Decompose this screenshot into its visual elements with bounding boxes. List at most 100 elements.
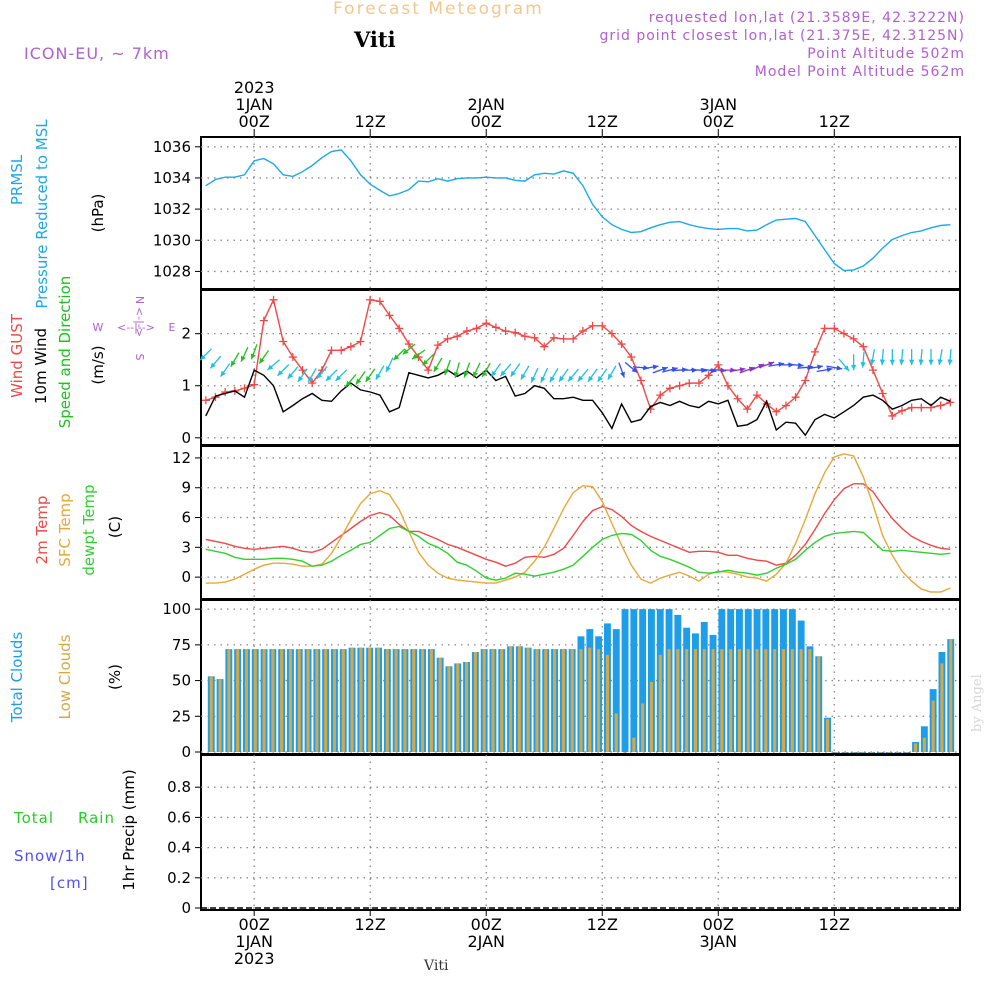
rain-label-total: Total xyxy=(13,809,54,827)
total-cloud-bar xyxy=(612,629,620,752)
top-time-label: 00Z xyxy=(239,112,270,131)
model-point-altitude: Model Point Altitude 562m xyxy=(754,64,965,80)
wind-arrowhead xyxy=(870,359,876,365)
wind-arrowhead xyxy=(250,353,256,360)
top-time-label: 2JAN xyxy=(467,95,505,114)
credit-watermark: by Angel xyxy=(970,674,985,732)
y-tick-label: 75 xyxy=(172,636,191,654)
low-cloud-bar xyxy=(465,662,469,752)
low-cloud-bar xyxy=(315,649,319,752)
top-time-label: 00Z xyxy=(471,112,502,131)
low-cloud-bar xyxy=(473,652,477,752)
low-cloud-bar xyxy=(949,639,953,752)
low-cloud-bar xyxy=(376,647,380,752)
low-cloud-bar xyxy=(368,647,372,752)
gust-marker xyxy=(830,324,839,333)
low-cloud-bar xyxy=(482,649,486,752)
gust-marker xyxy=(636,376,645,385)
low-cloud-bar xyxy=(808,649,812,752)
wind-arrowhead xyxy=(491,370,497,377)
gust-marker xyxy=(656,391,665,400)
gust-marker xyxy=(897,406,906,415)
gust-marker xyxy=(491,323,500,332)
low-cloud-bar xyxy=(649,682,653,752)
y-tick-label: 1036 xyxy=(153,138,191,156)
total-cloud-bar xyxy=(630,609,638,752)
low-cloud-bar xyxy=(755,649,759,752)
gust-marker xyxy=(810,347,819,356)
gust-marker xyxy=(375,297,384,306)
y-tick-label: 12 xyxy=(172,449,191,467)
gust-marker xyxy=(472,324,481,333)
low-cloud-bar xyxy=(385,649,389,752)
gust-marker xyxy=(520,332,529,341)
low-cloud-bar xyxy=(341,649,345,752)
low-cloud-bar xyxy=(535,649,539,752)
top-time-label: 3JAN xyxy=(700,95,738,114)
wind-arrowhead xyxy=(798,362,804,368)
wind-arrowhead xyxy=(918,359,924,366)
low-cloud-bar xyxy=(711,649,715,752)
low-cloud-bar xyxy=(852,752,856,753)
wind-arrowhead xyxy=(652,364,659,370)
location-name: Viti xyxy=(354,27,396,52)
gust-marker xyxy=(549,333,558,342)
low-cloud-bar xyxy=(227,649,231,752)
low-cloud-bar xyxy=(509,646,513,752)
temp-2m-label: 2m Temp xyxy=(33,496,51,565)
gust-marker xyxy=(820,324,829,333)
wind-arrowhead xyxy=(620,371,625,378)
gust-marker xyxy=(665,384,674,393)
y-tick-label: 100 xyxy=(162,600,191,618)
low-cloud-bar xyxy=(746,649,750,752)
gust-marker xyxy=(772,407,781,416)
gust-marker xyxy=(675,381,684,390)
gust-marker xyxy=(221,387,230,396)
top-time-label: 1JAN xyxy=(235,95,273,114)
y-tick-label: 0.4 xyxy=(167,839,191,857)
y-tick-label: 1 xyxy=(181,377,191,395)
wind-arrowhead xyxy=(422,359,429,366)
compass-west: W xyxy=(93,321,104,334)
bottom-time-label: 1JAN xyxy=(235,932,273,951)
low-cloud-bar xyxy=(781,649,785,752)
y-tick-label: 50 xyxy=(172,672,191,690)
gust-marker xyxy=(511,328,520,337)
gust-marker xyxy=(946,398,955,407)
gust-marker xyxy=(936,401,945,410)
low-cloud-bar xyxy=(394,649,398,752)
wind-arrowhead xyxy=(559,375,565,382)
wind-arrowhead xyxy=(889,359,895,366)
gust-marker xyxy=(868,366,877,375)
wind-arrowhead xyxy=(308,376,314,383)
y-tick-label: 25 xyxy=(172,707,191,725)
snow-unit-label: [cm] xyxy=(50,874,89,892)
gust-label: Wind GUST xyxy=(8,313,26,398)
low-cloud-bar xyxy=(306,649,310,752)
top-time-label: 00Z xyxy=(703,112,734,131)
temp-sfc-label: SFC Temp xyxy=(56,493,74,566)
low-cloud-bar xyxy=(218,679,222,752)
wind-arrowhead xyxy=(277,370,284,376)
wind-arrowhead xyxy=(631,367,638,373)
wind-arrowhead xyxy=(928,359,934,366)
y-tick-label: 6 xyxy=(181,509,191,527)
low-cloud-bar xyxy=(280,649,284,752)
compass-ew-arrow: <--|--> xyxy=(117,321,155,334)
wind-arrowhead xyxy=(500,370,506,377)
gust-marker xyxy=(337,346,346,355)
wind-arrowhead xyxy=(316,373,323,379)
snow-label: Snow/1h xyxy=(14,847,86,865)
wind-arrowhead xyxy=(540,376,546,383)
gust-marker xyxy=(433,341,442,350)
wind-arrowhead xyxy=(549,376,555,383)
low-cloud-bar xyxy=(553,649,557,752)
model-name: ICON-EU, ~ 7km xyxy=(24,44,170,63)
gust-marker xyxy=(781,401,790,410)
grid-point-coords: grid point closest lon,lat (21.375E, 42.… xyxy=(599,28,965,44)
low-cloud-bar xyxy=(764,649,768,752)
gust-marker xyxy=(443,334,452,343)
wind-label: 10m Wind xyxy=(32,328,50,404)
bottom-time-label: 00Z xyxy=(703,915,734,934)
